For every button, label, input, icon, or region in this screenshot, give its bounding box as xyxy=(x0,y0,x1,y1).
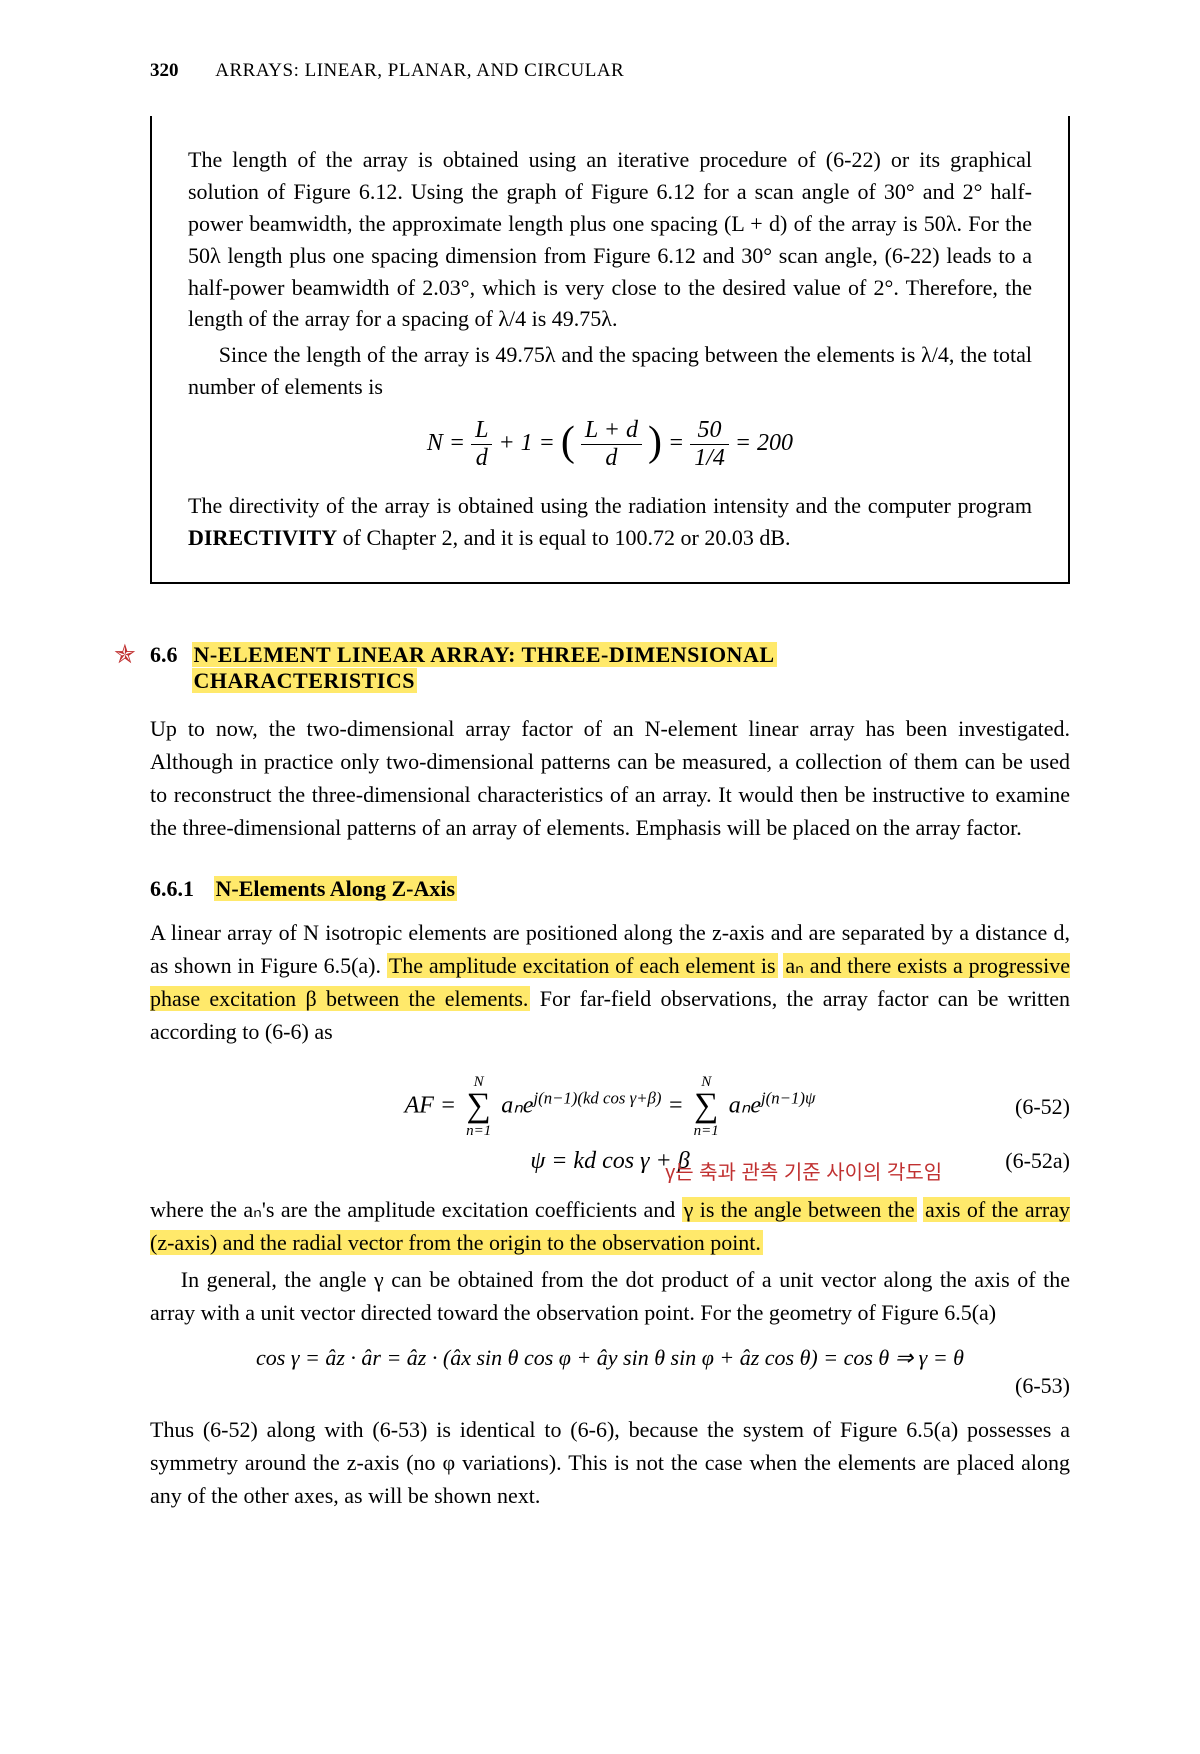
text: AF = xyxy=(405,1092,463,1118)
equation-content: AF = N ∑ n=1 aₙej(n−1)(kd cos γ+β) = N ∑… xyxy=(405,1074,816,1140)
equation-number: (6-52a) xyxy=(1005,1148,1070,1174)
denominator: d xyxy=(471,445,492,472)
text: of Chapter 2, and it is equal to 100.72 … xyxy=(337,525,790,550)
exponent: j(n−1)(kd cos γ+β) xyxy=(533,1088,661,1107)
equation-6-52a: ψ = kd cos γ + β γ는 축과 관측 기준 사이의 각도임 (6-… xyxy=(150,1148,1070,1175)
summation-symbol: N ∑ n=1 xyxy=(466,1074,491,1140)
highlighted-text: The amplitude excitation of each element… xyxy=(387,953,778,978)
text: aₙe xyxy=(729,1092,761,1118)
text: The directivity of the array is obtained… xyxy=(188,493,1032,518)
text: where the aₙ's are the amplitude excitat… xyxy=(150,1197,682,1222)
equation-content: cos γ = âz · âr = âz · (âx sin θ cos φ +… xyxy=(256,1345,964,1371)
margin-star-icon: ✯ xyxy=(114,640,136,670)
eq-text: = xyxy=(668,430,690,456)
eq-text: = 200 xyxy=(735,430,793,456)
fraction: L d xyxy=(471,417,492,472)
subsection-paragraph-4: Thus (6-52) along with (6-53) is identic… xyxy=(150,1413,1070,1512)
highlighted-text: N-ELEMENT LINEAR ARRAY: THREE-DIMENSIONA… xyxy=(192,642,777,667)
highlighted-text: γ is the angle between the xyxy=(682,1197,917,1222)
subsection-paragraph-1: A linear array of N isotropic elements a… xyxy=(150,916,1070,1048)
numerator: L + d xyxy=(581,417,642,445)
box-paragraph-2: Since the length of the array is 49.75λ … xyxy=(188,339,1032,403)
equation-number: (6-53) xyxy=(1015,1373,1070,1399)
page-number: 320 xyxy=(150,60,179,81)
example-box: The length of the array is obtained usin… xyxy=(150,116,1070,584)
text: = xyxy=(667,1092,689,1118)
handwritten-annotation: γ는 축과 관측 기준 사이의 각도임 xyxy=(665,1156,942,1185)
eq-text: N = xyxy=(427,430,471,456)
sum-lower: n=1 xyxy=(466,1123,491,1140)
equation-number: (6-52) xyxy=(1015,1094,1070,1120)
denominator: d xyxy=(581,445,642,472)
chapter-title: ARRAYS: LINEAR, PLANAR, AND CIRCULAR xyxy=(215,60,624,81)
summation-symbol: N ∑ n=1 xyxy=(694,1074,719,1140)
equation-6-53-number: (6-53) xyxy=(150,1373,1070,1399)
program-name: DIRECTIVITY xyxy=(188,525,337,550)
highlighted-text: N-Elements Along Z-Axis xyxy=(214,876,458,901)
fraction: L + d d xyxy=(581,417,642,472)
subsection-paragraph-3: In general, the angle γ can be obtained … xyxy=(150,1263,1070,1329)
section-title: N-ELEMENT LINEAR ARRAY: THREE-DIMENSIONA… xyxy=(192,642,777,694)
text: aₙe xyxy=(501,1092,533,1118)
subsection-number: 6.6.1 xyxy=(150,876,194,901)
sigma-icon: ∑ xyxy=(467,1087,491,1124)
denominator: 1/4 xyxy=(690,445,729,472)
box-paragraph-3: The directivity of the array is obtained… xyxy=(188,490,1032,554)
page: 320 ARRAYS: LINEAR, PLANAR, AND CIRCULAR… xyxy=(0,0,1200,1754)
exponent: j(n−1)ψ xyxy=(761,1088,815,1107)
equation-6-53: cos γ = âz · âr = âz · (âx sin θ cos φ +… xyxy=(150,1345,1070,1371)
numerator: 50 xyxy=(690,417,729,445)
equation-6-52: AF = N ∑ n=1 aₙej(n−1)(kd cos γ+β) = N ∑… xyxy=(150,1074,1070,1140)
box-equation: N = L d + 1 = ( L + d d ) = 50 1/4 = 200 xyxy=(188,417,1032,472)
sum-lower: n=1 xyxy=(694,1123,719,1140)
subsection-heading: 6.6.1 N-Elements Along Z-Axis xyxy=(150,876,1070,902)
numerator: L xyxy=(471,417,492,445)
eq-text: + 1 = xyxy=(498,430,560,456)
section-paragraph: Up to now, the two-dimensional array fac… xyxy=(150,712,1070,844)
box-paragraph-1: The length of the array is obtained usin… xyxy=(188,144,1032,335)
section-heading: ✯ 6.6 N-ELEMENT LINEAR ARRAY: THREE-DIME… xyxy=(150,642,1070,694)
fraction: 50 1/4 xyxy=(690,417,729,472)
section-number: 6.6 xyxy=(150,642,178,668)
paren-right: ) xyxy=(648,418,662,466)
subsection-paragraph-2: where the aₙ's are the amplitude excitat… xyxy=(150,1193,1070,1259)
paren-left: ( xyxy=(561,418,575,466)
highlighted-text: CHARACTERISTICS xyxy=(192,668,417,693)
page-header: 320 ARRAYS: LINEAR, PLANAR, AND CIRCULAR xyxy=(150,60,1070,82)
sigma-icon: ∑ xyxy=(694,1087,718,1124)
